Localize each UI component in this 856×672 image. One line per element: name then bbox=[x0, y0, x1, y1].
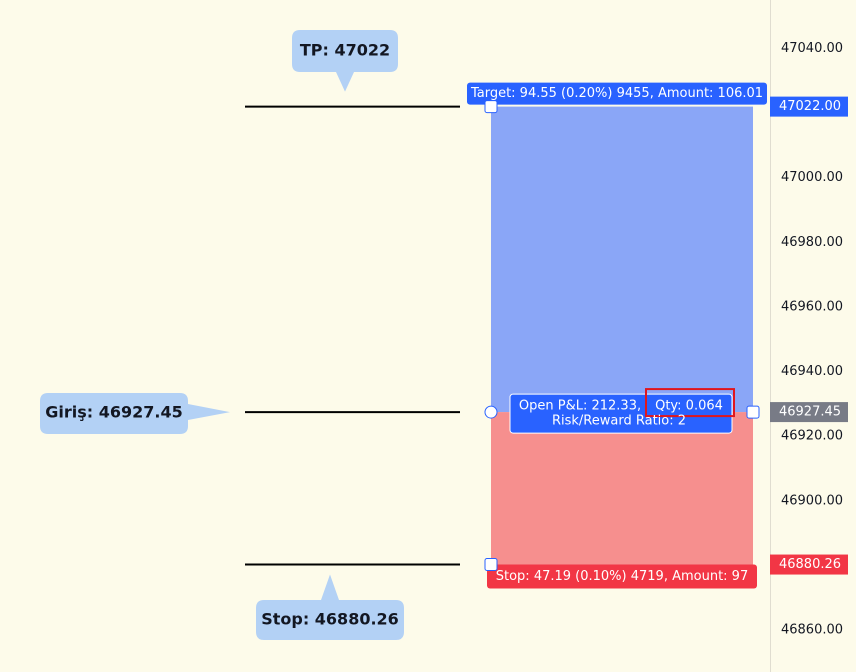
target-label: Target: 94.55 (0.20%) 9455, Amount: 106.… bbox=[470, 86, 763, 101]
entry-badge bbox=[770, 402, 848, 423]
tp-text: TP: 47022 bbox=[300, 41, 390, 60]
resize-handle[interactable] bbox=[484, 100, 498, 114]
stop-callout bbox=[256, 574, 404, 640]
y-tick-label: 47000.00 bbox=[781, 170, 843, 185]
target-badge bbox=[770, 96, 848, 117]
qty-text: Qty: 0.064 bbox=[655, 399, 723, 414]
tp-callout bbox=[292, 30, 398, 92]
profit-zone bbox=[491, 106, 753, 413]
resize-handle[interactable] bbox=[484, 558, 498, 572]
y-tick-label: 46900.00 bbox=[781, 493, 843, 508]
y-tick-label: 46940.00 bbox=[781, 364, 843, 379]
y-tick-label: 46860.00 bbox=[781, 623, 843, 638]
stop-badge-text: 46880.26 bbox=[779, 557, 841, 572]
resize-handle[interactable] bbox=[746, 405, 760, 419]
qty-highlight bbox=[645, 388, 735, 418]
entry-text: Giriş: 46927.45 bbox=[45, 403, 183, 422]
stop-badge bbox=[770, 554, 848, 575]
entry-callout bbox=[40, 393, 230, 434]
pnl-text: Open P&L: 212.33, bbox=[519, 399, 641, 414]
target-label-bg bbox=[467, 82, 767, 105]
entry-badge-text: 46927.45 bbox=[779, 405, 841, 420]
rr-text: Risk/Reward Ratio: 2 bbox=[552, 414, 686, 429]
stop-text: Stop: 46880.26 bbox=[261, 610, 399, 629]
loss-zone bbox=[491, 412, 753, 565]
y-tick-label: 46980.00 bbox=[781, 235, 843, 250]
pnl-box bbox=[509, 393, 733, 434]
y-tick-label: 46920.00 bbox=[781, 429, 843, 444]
y-tick-label: 47040.00 bbox=[781, 41, 843, 56]
target-badge-text: 47022.00 bbox=[779, 99, 841, 114]
entry-handle[interactable] bbox=[484, 405, 498, 419]
y-tick-label: 46960.00 bbox=[781, 299, 843, 314]
stop-label-bg bbox=[487, 564, 757, 589]
stop-label: Stop: 47.19 (0.10%) 4719, Amount: 97 bbox=[496, 569, 748, 584]
